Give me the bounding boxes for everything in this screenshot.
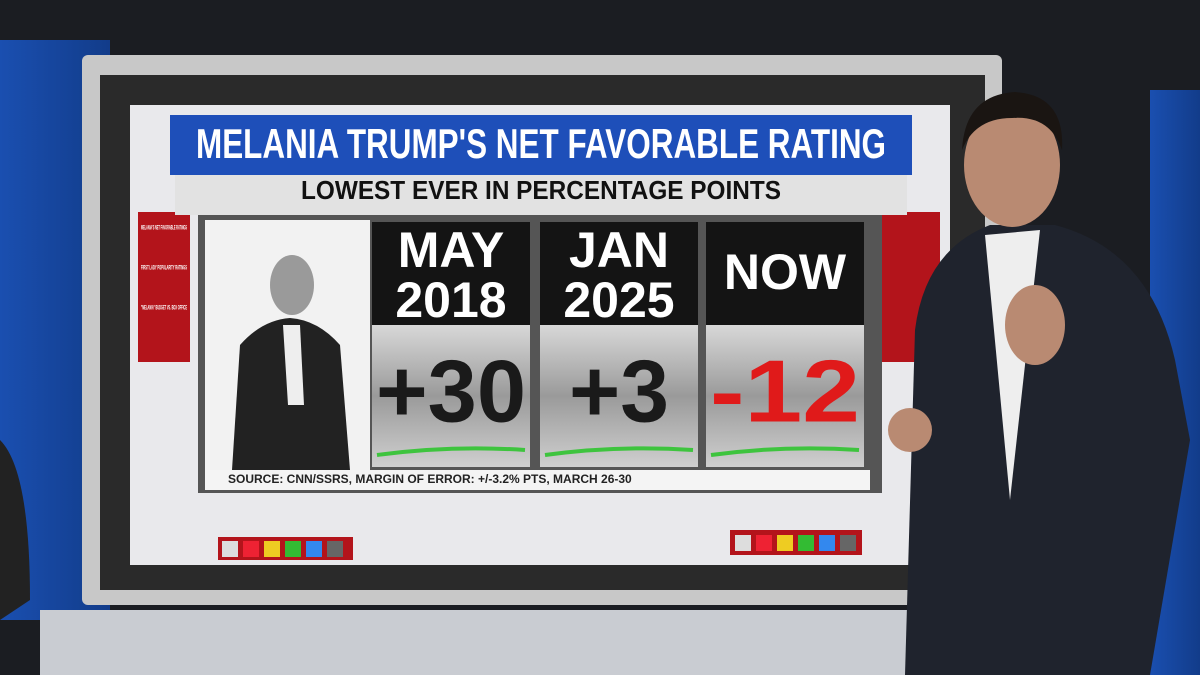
- control-square: [285, 541, 301, 557]
- presenter-hair: [962, 92, 1063, 150]
- control-square: [798, 535, 814, 551]
- column-header: [372, 222, 530, 325]
- title: MELANIA TRUMP'S NET FAVORABLE RATING: [196, 120, 886, 167]
- column-body: [540, 325, 698, 467]
- green-underline: [376, 446, 526, 457]
- column-value: +3: [569, 341, 669, 440]
- column-period: MAY: [398, 222, 505, 278]
- presenter-hand: [1005, 285, 1065, 365]
- subtitle: LOWEST EVER IN PERCENTAGE POINTS: [301, 175, 781, 205]
- control-square: [777, 535, 793, 551]
- floor: [40, 610, 960, 675]
- sidebar-item: FIRST LADY POPULARITY RATINGS: [141, 266, 187, 272]
- source-bar: [205, 470, 870, 490]
- control-square: [306, 541, 322, 557]
- presenter-suit: [905, 225, 1190, 675]
- source: SOURCE: CNN/SSRS, MARGIN OF ERROR: +/-3.…: [228, 472, 632, 486]
- column-period: JAN: [569, 222, 669, 278]
- green-underline: [544, 446, 694, 457]
- sidebar-left: [138, 212, 190, 362]
- subtitle-bar: [175, 175, 907, 215]
- control-square: [264, 541, 280, 557]
- sidebar-item: MELANIA'S NET FAVORABLE RATINGS: [141, 226, 187, 232]
- column-body: [372, 325, 530, 467]
- column-period: 2018: [395, 272, 506, 328]
- control-square: [819, 535, 835, 551]
- photo-shirt: [283, 325, 304, 405]
- control-square: [756, 535, 772, 551]
- control-square: [222, 541, 238, 557]
- control-square: [243, 541, 259, 557]
- title-bar: [170, 115, 912, 175]
- control-square: [327, 541, 343, 557]
- control-square: [840, 535, 856, 551]
- column-header: [706, 222, 864, 325]
- green-underline: [710, 446, 860, 457]
- column-body: [706, 325, 864, 467]
- control-square: [735, 535, 751, 551]
- column-value: +30: [376, 341, 526, 440]
- presenter-hand-left: [888, 408, 932, 452]
- column-period: NOW: [724, 244, 847, 300]
- person-left: [0, 440, 30, 620]
- column-period: 2025: [563, 272, 674, 328]
- sidebar-item: "MELANIA" BUDGET VS. BOX OFFICE: [141, 306, 187, 312]
- column-header: [540, 222, 698, 325]
- presenter-head: [964, 103, 1060, 227]
- column-value: -12: [710, 341, 860, 440]
- control-squares: [222, 535, 856, 557]
- photo-head: [270, 255, 314, 315]
